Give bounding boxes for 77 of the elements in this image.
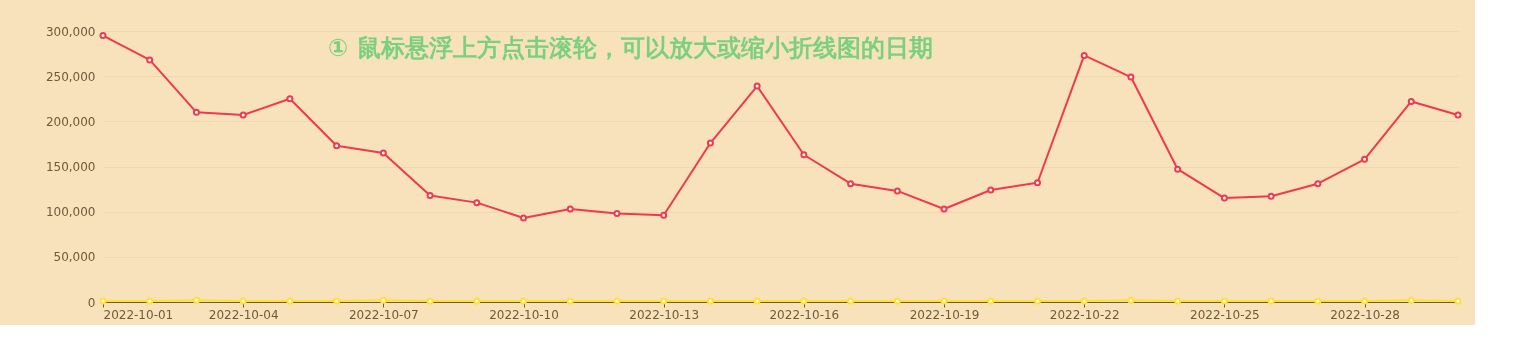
point: [1127, 296, 1135, 304]
x-tick-label: 2022-10-13: [629, 307, 700, 322]
x-tick-label: 2022-10-28: [1330, 307, 1400, 322]
x-tick-label: 2022-10-01: [103, 307, 174, 322]
y-tick-label: 300,000: [45, 24, 96, 39]
point: [1127, 73, 1135, 81]
point: [987, 186, 995, 194]
point: [1407, 296, 1415, 304]
point: [1454, 111, 1462, 119]
point: [192, 108, 200, 116]
point: [660, 297, 668, 305]
point: [940, 205, 948, 213]
point: [847, 180, 855, 188]
point: [1220, 297, 1228, 305]
point: [473, 199, 481, 207]
point: [1314, 180, 1322, 188]
point: [940, 297, 948, 305]
annotation: ① 鼠标悬浮上方点击滚轮，可以放大或缩小折线图的日期: [328, 34, 933, 62]
point: [753, 82, 761, 90]
x-tick-label: 2022-10-04: [208, 307, 279, 322]
point: [1314, 297, 1322, 305]
point: [1033, 297, 1041, 305]
y-tick-label: 250,000: [45, 69, 96, 84]
point: [1220, 194, 1228, 202]
point: [192, 296, 200, 304]
point: [1407, 97, 1415, 105]
point: [333, 142, 341, 150]
x-tick-label: 2022-10-19: [909, 307, 980, 322]
point: [1361, 297, 1369, 305]
point: [847, 297, 855, 305]
x-tick-label: 2022-10-10: [489, 307, 559, 322]
point: [239, 297, 247, 305]
point: [1267, 297, 1275, 305]
point: [1080, 297, 1088, 305]
point: [520, 297, 528, 305]
point: [613, 209, 621, 217]
point: [1080, 51, 1088, 59]
point: [239, 111, 247, 119]
point: [660, 211, 668, 219]
point: [753, 297, 761, 305]
x-tick-label: 2022-10-16: [769, 307, 840, 322]
x-tick-label: 2022-10-07: [348, 307, 419, 322]
point: [520, 214, 528, 222]
y-tick-label: 150,000: [45, 160, 96, 174]
point: [893, 187, 901, 195]
point: [426, 191, 434, 199]
point: [333, 297, 341, 305]
point: [1454, 297, 1462, 305]
point: [613, 297, 621, 305]
point: [1361, 155, 1369, 163]
point: [800, 151, 808, 159]
point: [1174, 297, 1182, 305]
point: [1267, 192, 1275, 200]
y-tick-label: 50,000: [53, 250, 96, 265]
point: [286, 297, 294, 305]
point: [426, 297, 434, 305]
point: [146, 297, 154, 305]
point: [987, 297, 995, 305]
x-tick-label: 2022-10-22: [1049, 307, 1120, 322]
point: [1033, 179, 1041, 187]
point: [566, 297, 574, 305]
point: [706, 139, 714, 147]
y-tick-label: 100,000: [45, 205, 96, 220]
point: [800, 297, 808, 305]
point: [99, 32, 107, 40]
point: [379, 149, 387, 157]
point: [706, 297, 714, 305]
point: [893, 297, 901, 305]
x-tick-label: 2022-10-25: [1190, 307, 1260, 322]
point: [286, 95, 294, 103]
y-tick-label: 0: [87, 295, 96, 310]
point: [1174, 165, 1182, 173]
point: [379, 296, 387, 304]
point: [146, 56, 154, 64]
y-tick-label: 200,000: [45, 114, 96, 129]
point: [473, 297, 481, 305]
point: [566, 205, 574, 213]
